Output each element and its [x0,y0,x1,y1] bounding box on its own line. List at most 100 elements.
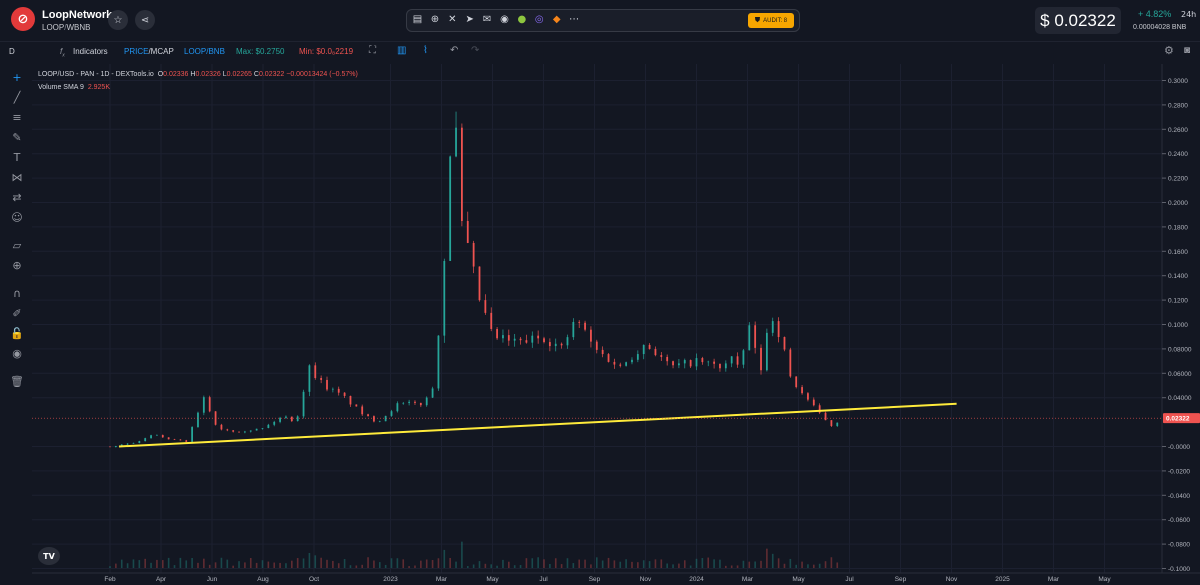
candle-body [543,338,545,343]
volume-bar [455,561,457,568]
candle-body [601,349,604,355]
globe-icon[interactable]: ⊕ [430,14,440,25]
undo-icon[interactable]: ↶ [450,45,459,56]
candles-icon[interactable]: ▥ [397,45,407,56]
share-icon[interactable]: ⋖ [135,10,155,30]
candle-body [478,266,481,301]
x-tick-label: Jul [539,576,548,583]
pattern-icon[interactable]: ⋈ [11,171,23,184]
audit-badge[interactable]: ⛊ AUDIT: 8 [748,13,794,28]
favorite-star-icon[interactable]: ☆ [108,10,128,30]
redo-icon[interactable]: ↷ [471,45,480,56]
quote-toggle[interactable]: LOOP/BNB [184,47,225,56]
emoji-icon[interactable]: ☺ [11,211,23,224]
candle-body [396,403,399,412]
telegram-icon[interactable]: ➤ [465,14,474,25]
x-icon[interactable]: ✕ [448,14,457,25]
candle-body [654,348,657,356]
candle-body [760,347,762,371]
lock-drawing-icon[interactable]: ✐ [12,307,22,320]
email-icon[interactable]: ✉ [482,14,492,25]
candle-body [378,421,381,422]
candle-body [331,388,334,390]
price-mcap-toggle[interactable]: PRICE/MCAP [124,47,174,56]
volume-bar [244,562,246,568]
candle-body [830,420,833,426]
candle-body [590,329,592,342]
volume-bar [150,562,152,568]
volume-bar [813,564,815,568]
volume-bar [443,549,446,568]
candle-body [578,321,581,323]
ruler-icon[interactable]: ▱ [12,239,22,252]
candle-body [513,338,516,341]
candle-body [449,156,452,261]
y-tick-label: 0.08000 [1168,346,1192,353]
chart-icon[interactable]: ▤ [412,14,423,25]
brush-icon[interactable]: ✎ [12,131,22,144]
volume-bar [783,563,786,568]
candle-body [109,446,111,448]
y-tick-label: -0.1000 [1168,566,1190,573]
volume-bar [255,562,258,568]
camera-icon[interactable]: ◙ [1184,45,1191,56]
trash-icon[interactable]: 🗑 [10,375,24,388]
volume-bar [238,561,240,568]
legend-close: 0.02322 [258,71,285,78]
magnet-icon[interactable]: ∩ [12,287,22,300]
usd-quote-option[interactable]: LOOP/ [184,47,209,56]
tradingview-logo-icon[interactable]: TV [38,547,60,565]
line-chart-icon[interactable]: ⌇ [423,45,428,56]
volume-bar [525,558,528,568]
fullscreen-icon[interactable]: ⛶ [369,45,376,56]
volume-bar [742,560,745,568]
volume-bar [138,560,141,568]
text-icon[interactable]: T [13,151,21,164]
candle-body [384,415,387,422]
metamask-icon[interactable]: ◆ [552,14,561,25]
candle-body [437,335,440,389]
interval-button[interactable]: D [9,47,15,56]
candle-body [173,439,176,440]
candle-body [238,431,240,433]
volume-bar [713,559,715,568]
volume-bar [736,565,739,568]
github-icon[interactable]: ◉ [500,14,509,25]
candle-body [824,412,827,421]
candle-body [138,441,141,443]
volume-bar [349,565,352,568]
volume-bar [179,557,182,568]
chain-icon[interactable]: ◎ [534,14,544,25]
x-tick-label: Mar [436,576,448,583]
indicators-button[interactable]: Indicators [73,47,108,56]
forecast-icon[interactable]: ⇄ [12,191,22,204]
y-tick-label: 0.2000 [1168,200,1188,207]
zoom-in-icon[interactable]: ⊕ [12,259,22,272]
fib-icon[interactable]: ≡ [12,111,22,124]
candle-body [795,376,798,388]
volume-bar [314,555,317,568]
x-tick-label: Jun [207,576,218,583]
bnb-quote-option[interactable]: BNB [208,47,225,56]
candle-body [537,335,540,339]
lock-icon[interactable]: 🔓 [10,327,24,340]
volume-bar [425,559,428,568]
eye-icon[interactable]: ◉ [12,347,22,360]
candle-body [314,365,317,379]
volume-bar [625,559,627,568]
price-option[interactable]: PRICE [124,47,149,56]
settings-gear-icon[interactable]: ⚙ [1164,45,1174,57]
candle-body [713,361,715,364]
mcap-option[interactable]: /MCAP [148,47,174,56]
support-trend-line[interactable] [118,402,957,448]
volume-bar [302,558,305,568]
volume-bar [273,562,276,568]
trend-line-icon[interactable]: ╱ [13,91,21,104]
volume-bar [554,558,557,568]
crosshair-icon[interactable]: + [12,71,22,84]
candle-body [290,416,293,422]
more-icon[interactable]: ⋯ [569,14,580,25]
candle-body [572,321,575,338]
coingecko-icon[interactable]: ● [517,14,527,25]
